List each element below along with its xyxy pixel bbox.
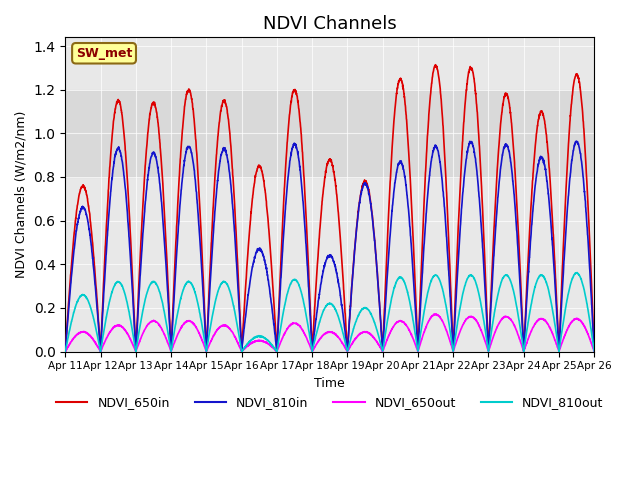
NDVI_650in — [591, 348, 598, 354]
NDVI_650out — [264, 341, 272, 347]
NDVI_650in — [431, 62, 439, 68]
Line: NDVI_810in: NDVI_810in — [65, 141, 595, 351]
NDVI_650out — [591, 348, 598, 354]
NDVI_810in — [122, 190, 130, 196]
NDVI_810in — [97, 348, 104, 354]
Legend: NDVI_650in, NDVI_810in, NDVI_650out, NDVI_810out: NDVI_650in, NDVI_810in, NDVI_650out, NDV… — [51, 391, 609, 414]
NDVI_810out — [573, 270, 581, 276]
NDVI_810in — [572, 138, 580, 144]
NDVI_650out — [580, 323, 588, 329]
NDVI_650in — [287, 98, 295, 104]
NDVI_650in — [555, 348, 563, 354]
NDVI_650in — [264, 218, 272, 224]
NDVI_650in — [61, 348, 69, 354]
NDVI_810out — [154, 283, 161, 288]
Line: NDVI_650out: NDVI_650out — [65, 314, 595, 351]
NDVI_650out — [238, 348, 246, 354]
NDVI_810in — [524, 292, 531, 298]
NDVI_650out — [61, 348, 69, 354]
NDVI_810out — [132, 348, 140, 354]
NDVI_810in — [61, 348, 69, 354]
NDVI_650in — [122, 151, 129, 156]
NDVI_810out — [61, 348, 69, 354]
NDVI_650in — [153, 113, 161, 119]
Line: NDVI_810out: NDVI_810out — [65, 273, 595, 351]
NDVI_810in — [287, 152, 295, 157]
NDVI_810in — [154, 161, 161, 167]
NDVI_810out — [264, 338, 272, 344]
Text: SW_met: SW_met — [76, 47, 132, 60]
X-axis label: Time: Time — [314, 377, 345, 390]
NDVI_810in — [264, 277, 272, 283]
NDVI_810out — [287, 280, 295, 286]
NDVI_650out — [122, 328, 129, 334]
NDVI_810in — [591, 348, 598, 354]
Bar — [65, 90, 595, 177]
NDVI_650in — [580, 132, 588, 138]
Y-axis label: NDVI Channels (W/m2/nm): NDVI Channels (W/m2/nm) — [15, 111, 28, 278]
NDVI_810in — [580, 185, 588, 191]
NDVI_810out — [591, 348, 598, 354]
NDVI_650in — [524, 279, 531, 285]
Title: NDVI Channels: NDVI Channels — [263, 15, 397, 33]
NDVI_650out — [524, 338, 531, 344]
NDVI_650out — [430, 311, 438, 317]
NDVI_650out — [287, 322, 295, 327]
NDVI_650out — [153, 319, 161, 325]
NDVI_810out — [580, 287, 588, 293]
NDVI_810out — [122, 294, 129, 300]
Line: NDVI_650in: NDVI_650in — [65, 65, 595, 351]
NDVI_810out — [524, 326, 531, 332]
